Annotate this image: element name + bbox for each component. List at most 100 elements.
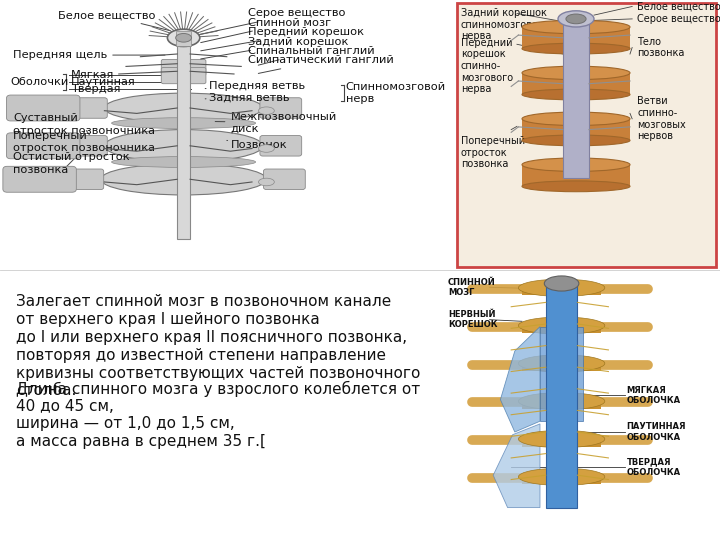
FancyBboxPatch shape xyxy=(260,98,302,118)
Ellipse shape xyxy=(522,66,630,79)
Ellipse shape xyxy=(176,33,192,42)
FancyBboxPatch shape xyxy=(6,133,80,159)
Text: повторяя до известной степени направление: повторяя до известной степени направлени… xyxy=(16,348,386,363)
Ellipse shape xyxy=(522,89,630,100)
Bar xyxy=(457,3,716,267)
Bar xyxy=(522,477,601,484)
Bar xyxy=(176,31,191,46)
Text: Задний корешок
спинномозгового
нерва: Задний корешок спинномозгового нерва xyxy=(461,8,549,41)
Ellipse shape xyxy=(518,393,605,410)
Text: Ветви
спинно-
мозговых
нервов: Ветви спинно- мозговых нервов xyxy=(637,97,686,141)
Ellipse shape xyxy=(101,164,266,195)
Text: Симпатический ганглий: Симпатический ганглий xyxy=(248,56,394,73)
Text: 40 до 45 см,: 40 до 45 см, xyxy=(16,399,114,414)
Text: Спинной мозг: Спинной мозг xyxy=(201,18,331,43)
Ellipse shape xyxy=(258,178,274,186)
Text: Спинальный ганглий: Спинальный ганглий xyxy=(248,46,375,65)
FancyBboxPatch shape xyxy=(3,166,76,192)
FancyBboxPatch shape xyxy=(51,98,107,118)
Bar xyxy=(522,165,630,186)
Text: а масса равна в среднем 35 г.[: а масса равна в среднем 35 г.[ xyxy=(16,434,266,449)
Text: Передний
корешок
спинно-
мозгового
нерва: Передний корешок спинно- мозгового нерва xyxy=(461,38,513,94)
Text: Суставный
отросток позвоночника: Суставный отросток позвоночника xyxy=(13,113,155,136)
FancyBboxPatch shape xyxy=(48,169,104,190)
Text: Позвонок: Позвонок xyxy=(227,140,287,150)
Text: Межпозвоночный
диск: Межпозвоночный диск xyxy=(215,112,337,133)
Ellipse shape xyxy=(104,93,263,123)
Text: до I или верхнего края II поясничного позвонка,: до I или верхнего края II поясничного по… xyxy=(16,330,407,345)
Text: Белое вещество: Белое вещество xyxy=(637,2,720,11)
Text: ПАУТИННАЯ
ОБОЛОЧКА: ПАУТИННАЯ ОБОЛОЧКА xyxy=(626,422,686,442)
Text: Мягкая: Мягкая xyxy=(71,70,114,80)
Ellipse shape xyxy=(104,130,263,162)
Polygon shape xyxy=(500,327,540,432)
Text: Поперечный
отросток позвоночника: Поперечный отросток позвоночника xyxy=(13,131,155,153)
Ellipse shape xyxy=(544,276,579,291)
Ellipse shape xyxy=(167,29,199,46)
Text: ширина — от 1,0 до 1,5 см,: ширина — от 1,0 до 1,5 см, xyxy=(16,416,235,431)
Bar xyxy=(522,401,601,409)
Ellipse shape xyxy=(558,11,594,27)
Text: Серое вещество: Серое вещество xyxy=(637,14,720,24)
Text: МЯГКАЯ
ОБОЛОЧКА: МЯГКАЯ ОБОЛОЧКА xyxy=(626,386,680,405)
Text: Задняя ветвь: Задняя ветвь xyxy=(205,92,289,102)
Text: от верхнего края I шейного позвонка: от верхнего края I шейного позвонка xyxy=(16,312,320,327)
Bar xyxy=(563,19,589,178)
FancyBboxPatch shape xyxy=(264,169,305,190)
Text: Паутинная: Паутинная xyxy=(71,77,136,87)
Text: Поперечный
отросток
позвонка: Поперечный отросток позвонка xyxy=(461,136,525,169)
Ellipse shape xyxy=(518,430,605,448)
Bar xyxy=(522,27,630,49)
Bar xyxy=(443,273,716,535)
Ellipse shape xyxy=(518,468,605,485)
Text: кривизны соответствующих частей позвоночного: кривизны соответствующих частей позвоноч… xyxy=(16,366,420,381)
Bar xyxy=(522,119,630,140)
Text: Остистый отросток
позвонка: Остистый отросток позвонка xyxy=(13,152,130,174)
Ellipse shape xyxy=(522,158,630,172)
Ellipse shape xyxy=(518,317,605,334)
Bar xyxy=(522,326,601,333)
Bar xyxy=(522,363,601,371)
Ellipse shape xyxy=(522,112,630,126)
Bar xyxy=(522,288,601,295)
Text: Передняя щель: Передняя щель xyxy=(13,50,165,60)
Polygon shape xyxy=(493,424,540,508)
Ellipse shape xyxy=(258,145,274,152)
Bar xyxy=(540,327,583,421)
Ellipse shape xyxy=(522,43,630,54)
Text: Белое вещество: Белое вещество xyxy=(58,10,170,31)
Ellipse shape xyxy=(522,181,630,192)
Text: Серое вещество: Серое вещество xyxy=(199,9,346,35)
FancyBboxPatch shape xyxy=(161,59,206,76)
Bar xyxy=(0,0,461,270)
Text: Спинномозговой
нерв: Спинномозговой нерв xyxy=(346,82,446,104)
Ellipse shape xyxy=(522,135,630,146)
Text: Задний корешок: Задний корешок xyxy=(201,37,348,59)
Ellipse shape xyxy=(522,20,630,33)
Ellipse shape xyxy=(112,118,256,129)
Bar xyxy=(522,73,630,94)
FancyBboxPatch shape xyxy=(6,95,80,121)
Text: СПИННОЙ
МОЗГ: СПИННОЙ МОЗГ xyxy=(448,278,495,297)
Bar xyxy=(177,46,190,239)
Text: Тело
позвонка: Тело позвонка xyxy=(637,37,685,58)
Text: НЕРВНЫЙ
КОРЕШОК: НЕРВНЫЙ КОРЕШОК xyxy=(448,310,498,329)
Ellipse shape xyxy=(566,14,586,24)
Bar xyxy=(522,439,601,447)
FancyBboxPatch shape xyxy=(51,136,107,156)
FancyBboxPatch shape xyxy=(161,68,206,84)
Ellipse shape xyxy=(112,157,256,167)
Text: Твердая: Твердая xyxy=(71,84,121,94)
Ellipse shape xyxy=(518,279,605,296)
Text: Передний корешок: Передний корешок xyxy=(201,28,364,51)
Text: Залегает спинной мозг в позвоночном канале: Залегает спинной мозг в позвоночном кана… xyxy=(16,294,391,309)
Text: Оболочки: Оболочки xyxy=(11,77,69,87)
Text: столба.: столба. xyxy=(16,383,76,399)
Ellipse shape xyxy=(258,107,274,114)
Text: Длина спинного мозга у взрослого колеблется от: Длина спинного мозга у взрослого колебле… xyxy=(16,381,420,397)
Bar xyxy=(546,284,577,508)
Ellipse shape xyxy=(518,355,605,372)
FancyBboxPatch shape xyxy=(260,136,302,156)
Text: Передняя ветвь: Передняя ветвь xyxy=(205,82,305,91)
Text: ТВЕРДАЯ
ОБОЛОЧКА: ТВЕРДАЯ ОБОЛОЧКА xyxy=(626,457,680,477)
